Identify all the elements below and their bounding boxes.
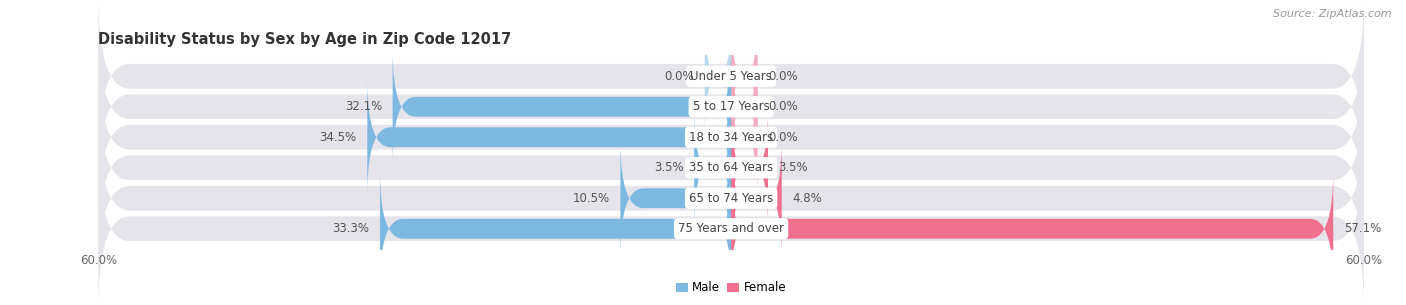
FancyBboxPatch shape [98, 0, 1364, 156]
FancyBboxPatch shape [98, 149, 1364, 305]
Text: 35 to 64 Years: 35 to 64 Years [689, 161, 773, 174]
FancyBboxPatch shape [731, 111, 768, 225]
FancyBboxPatch shape [367, 80, 731, 195]
Legend: Male, Female: Male, Female [671, 276, 792, 299]
FancyBboxPatch shape [731, 171, 1333, 286]
Text: 65 to 74 Years: 65 to 74 Years [689, 192, 773, 205]
Text: Source: ZipAtlas.com: Source: ZipAtlas.com [1274, 9, 1392, 19]
Text: Disability Status by Sex by Age in Zip Code 12017: Disability Status by Sex by Age in Zip C… [98, 32, 512, 47]
FancyBboxPatch shape [392, 49, 731, 164]
Text: 5 to 17 Years: 5 to 17 Years [693, 100, 769, 113]
Text: 3.5%: 3.5% [779, 161, 808, 174]
Text: Under 5 Years: Under 5 Years [690, 70, 772, 83]
FancyBboxPatch shape [98, 89, 1364, 247]
Text: 4.8%: 4.8% [792, 192, 823, 205]
FancyBboxPatch shape [98, 119, 1364, 278]
FancyBboxPatch shape [731, 141, 782, 255]
Text: 0.0%: 0.0% [768, 131, 797, 144]
Text: 32.1%: 32.1% [344, 100, 382, 113]
FancyBboxPatch shape [731, 80, 758, 195]
Text: 75 Years and over: 75 Years and over [678, 222, 785, 235]
Text: 10.5%: 10.5% [572, 192, 610, 205]
FancyBboxPatch shape [695, 111, 731, 225]
FancyBboxPatch shape [98, 28, 1364, 186]
Text: 34.5%: 34.5% [319, 131, 357, 144]
FancyBboxPatch shape [380, 171, 731, 286]
Text: 57.1%: 57.1% [1344, 222, 1381, 235]
FancyBboxPatch shape [731, 49, 758, 164]
Text: 3.5%: 3.5% [654, 161, 683, 174]
Text: 0.0%: 0.0% [768, 100, 797, 113]
Text: 33.3%: 33.3% [332, 222, 370, 235]
FancyBboxPatch shape [704, 19, 731, 134]
FancyBboxPatch shape [731, 19, 758, 134]
Text: 18 to 34 Years: 18 to 34 Years [689, 131, 773, 144]
Text: 0.0%: 0.0% [665, 70, 695, 83]
FancyBboxPatch shape [620, 141, 731, 255]
FancyBboxPatch shape [98, 58, 1364, 217]
Text: 0.0%: 0.0% [768, 70, 797, 83]
